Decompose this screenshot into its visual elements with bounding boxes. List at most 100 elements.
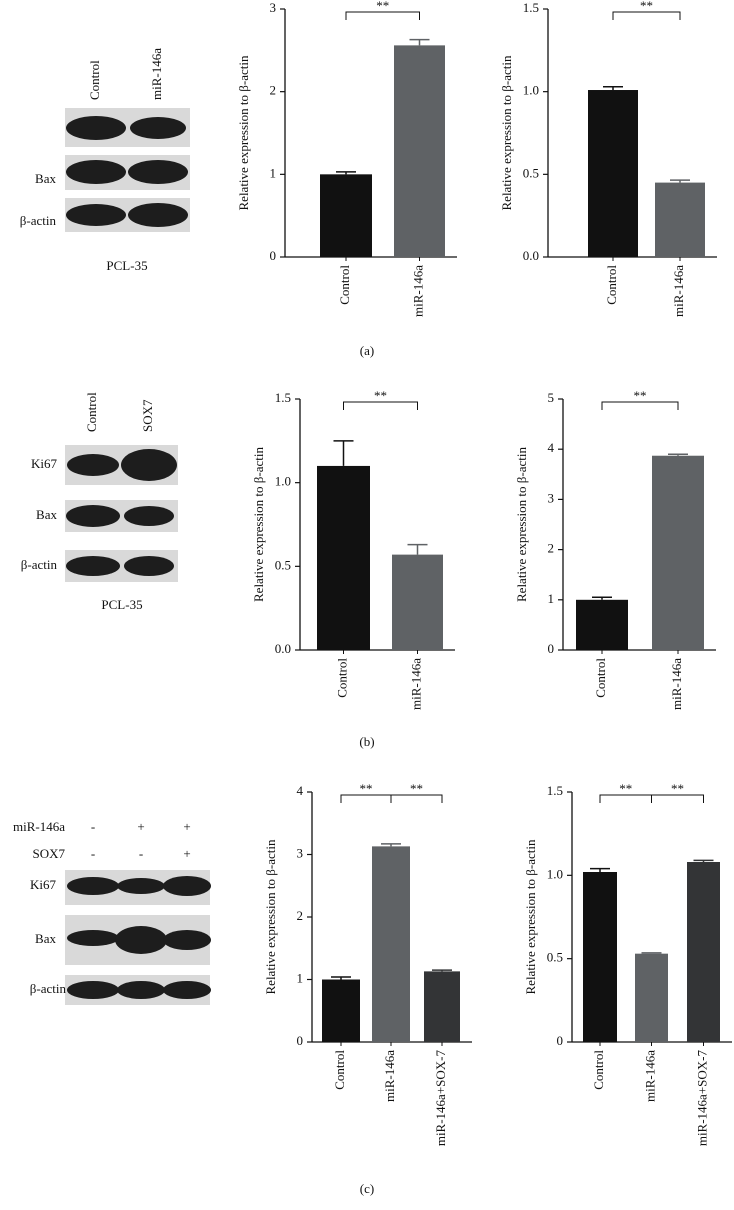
x-tick-label: Control	[593, 658, 608, 698]
y-tick-label: 0.5	[275, 557, 291, 572]
y-axis-label: Relative expression to β-actin	[514, 447, 529, 602]
row-label: Bax	[36, 507, 57, 522]
y-tick-label: 1.5	[275, 390, 291, 405]
bar	[655, 182, 705, 257]
blot-caption: PCL-35	[101, 597, 142, 612]
error-bar	[409, 38, 430, 46]
row-label: Ki67	[30, 877, 57, 892]
significance-bracket	[612, 11, 681, 20]
x-tick-label: miR-146a+SOX-7	[433, 1050, 448, 1147]
y-tick-label: 0.0	[275, 641, 291, 656]
y-axis-label: Relative expression to β-actin	[236, 55, 251, 210]
y-axis-label: Relative expression to β-actin	[263, 839, 278, 994]
x-tick-label: miR-146a	[410, 265, 425, 317]
x-tick-label: Control	[591, 1050, 606, 1090]
bar	[372, 846, 410, 1042]
error-bar	[693, 859, 714, 862]
sign: +	[183, 819, 190, 834]
lane-label: Control	[87, 60, 102, 100]
row-label: β-actin	[30, 981, 67, 996]
significance-label: **	[640, 0, 653, 13]
bar	[588, 90, 638, 257]
significance-bracket	[340, 794, 392, 803]
significance-bracket	[343, 401, 418, 410]
error-bar	[333, 440, 354, 466]
y-axis-label: Relative expression to β-actin	[523, 839, 538, 994]
lane-label: SOX7	[140, 399, 155, 432]
bar	[635, 953, 668, 1042]
bar	[392, 554, 443, 650]
error-bar	[670, 179, 690, 183]
panel-label: (b)	[359, 734, 374, 749]
error-bar	[590, 867, 610, 872]
row-label: Ki67	[31, 456, 58, 471]
error-bar	[641, 952, 662, 954]
x-tick-label: Control	[337, 265, 352, 305]
significance-bracket	[599, 794, 652, 803]
x-tick-label: Control	[334, 658, 349, 698]
significance-bracket	[390, 794, 443, 803]
y-tick-label: 0	[548, 641, 555, 656]
y-tick-label: 0	[270, 248, 277, 263]
x-tick-label: miR-146a	[642, 1050, 657, 1102]
row-label: β-actin	[20, 213, 57, 228]
bar	[424, 971, 460, 1042]
error-bar	[668, 453, 688, 456]
sign: -	[91, 819, 95, 834]
y-tick-label: 1.0	[275, 474, 291, 489]
y-tick-label: 0.0	[523, 248, 539, 263]
bar	[652, 455, 704, 650]
lane-label: miR-146a	[149, 48, 164, 100]
panel-label: (a)	[360, 343, 374, 358]
significance-bracket	[601, 401, 679, 410]
error-bar	[331, 976, 351, 980]
y-tick-label: 1.0	[523, 83, 539, 98]
y-tick-label: 1.0	[547, 866, 563, 881]
y-tick-label: 3	[548, 490, 555, 505]
panel-label: (c)	[360, 1181, 374, 1196]
x-tick-label: Control	[604, 265, 619, 305]
error-bar	[592, 596, 612, 600]
y-axis-label: Relative expression to β-actin	[499, 55, 514, 210]
blot-a: Control miR-146a Bax β-actin PCL-35	[20, 48, 190, 273]
bar	[322, 979, 360, 1042]
x-tick-label: miR-146a	[382, 1050, 397, 1102]
error-bar	[432, 969, 452, 972]
y-tick-label: 3	[297, 845, 304, 860]
bar	[583, 872, 617, 1042]
y-tick-label: 4	[297, 783, 304, 798]
sign: +	[137, 819, 144, 834]
condition-label: miR-146a	[13, 819, 65, 834]
blot-b: Control SOX7 Ki67 Bax β-actin PCL-35	[21, 392, 178, 612]
y-axis-label: Relative expression to β-actin	[251, 447, 266, 602]
y-tick-label: 4	[548, 440, 555, 455]
y-tick-label: 2	[297, 908, 304, 923]
y-tick-label: 0	[297, 1033, 304, 1048]
bar	[687, 862, 720, 1042]
y-tick-label: 1	[548, 591, 555, 606]
y-tick-label: 1.5	[547, 783, 563, 798]
sign: -	[139, 846, 143, 861]
bar	[320, 174, 372, 257]
x-tick-label: miR-146a	[671, 265, 686, 317]
significance-label: **	[360, 781, 373, 796]
sign: -	[91, 846, 95, 861]
row-label: Bax	[35, 931, 56, 946]
bar	[576, 599, 628, 650]
error-bar	[407, 543, 428, 555]
significance-label: **	[671, 781, 684, 796]
y-tick-label: 0.5	[523, 165, 539, 180]
y-tick-label: 2	[548, 541, 555, 556]
error-bar	[381, 843, 401, 847]
y-tick-label: 5	[548, 390, 555, 405]
y-tick-label: 0.5	[547, 950, 563, 965]
x-tick-label: miR-146a+SOX-7	[694, 1050, 709, 1147]
x-tick-label: miR-146a	[408, 658, 423, 710]
x-tick-label: miR-146a	[669, 658, 684, 710]
y-tick-label: 1	[297, 970, 304, 985]
error-bar	[336, 171, 356, 175]
x-tick-label: Control	[332, 1050, 347, 1090]
significance-bracket	[345, 11, 420, 20]
row-label: β-actin	[21, 557, 58, 572]
